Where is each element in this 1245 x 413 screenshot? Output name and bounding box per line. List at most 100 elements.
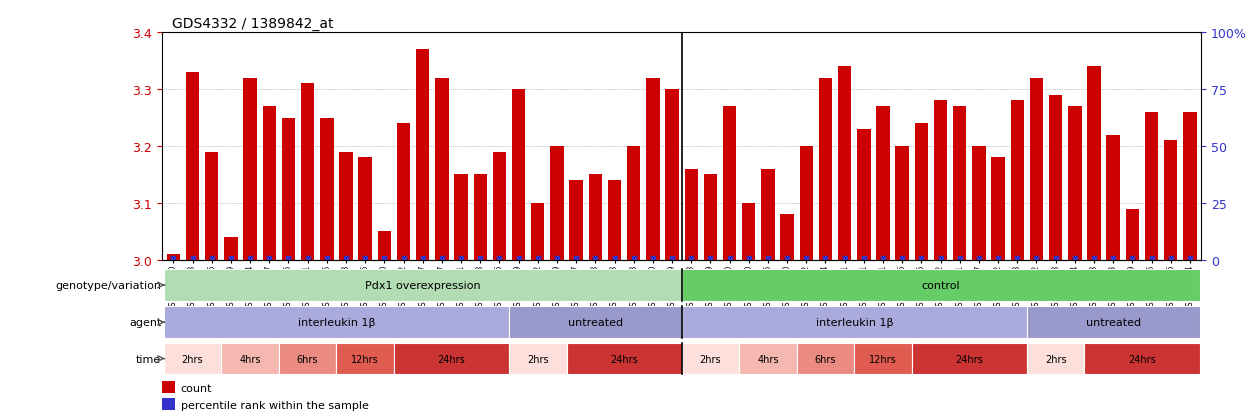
Bar (857, 130, 870, 260)
Bar (646, 78, 660, 260)
Bar (454, 175, 468, 260)
Bar (1068, 107, 1082, 260)
Text: agent: agent (129, 317, 162, 328)
Text: 4hrs: 4hrs (757, 354, 778, 364)
Bar (952, 107, 966, 260)
Bar (279, 343, 336, 375)
Bar (162, 399, 176, 410)
Bar (1030, 78, 1043, 260)
Bar (895, 147, 909, 260)
Bar (1107, 135, 1120, 260)
Bar (205, 152, 218, 260)
Bar (509, 306, 682, 338)
Bar (972, 147, 986, 260)
Bar (512, 90, 525, 260)
Text: 2hrs: 2hrs (700, 354, 721, 364)
Bar (934, 101, 947, 260)
Text: interleukin 1β: interleukin 1β (298, 317, 375, 328)
Bar (1183, 113, 1196, 260)
Text: 2hrs: 2hrs (527, 354, 549, 364)
Bar (915, 124, 928, 260)
Bar (569, 180, 583, 260)
Bar (222, 343, 279, 375)
Text: 2hrs: 2hrs (182, 354, 203, 364)
Bar (243, 78, 256, 260)
Text: Pdx1 overexpression: Pdx1 overexpression (365, 280, 481, 290)
Bar (608, 180, 621, 260)
Bar (359, 158, 372, 260)
Text: time: time (136, 354, 162, 364)
Bar (340, 152, 352, 260)
Bar (781, 215, 794, 260)
Text: 12hrs: 12hrs (869, 354, 896, 364)
Text: 24hrs: 24hrs (437, 354, 466, 364)
Bar (742, 203, 756, 260)
Bar (797, 343, 854, 375)
Bar (1145, 113, 1158, 260)
Bar (493, 152, 507, 260)
Bar (1125, 209, 1139, 260)
Bar (377, 232, 391, 260)
Bar (509, 343, 566, 375)
Bar (682, 343, 740, 375)
Bar (162, 381, 176, 393)
Bar (799, 147, 813, 260)
Bar (703, 175, 717, 260)
Text: percentile rank within the sample: percentile rank within the sample (181, 400, 369, 410)
Bar (397, 124, 411, 260)
Bar (911, 343, 1027, 375)
Text: interleukin 1β: interleukin 1β (815, 317, 893, 328)
Bar (164, 343, 222, 375)
Bar (301, 84, 314, 260)
Text: 24hrs: 24hrs (955, 354, 984, 364)
Text: 12hrs: 12hrs (351, 354, 378, 364)
Bar (1050, 95, 1062, 260)
Bar (336, 343, 393, 375)
Bar (263, 107, 276, 260)
Bar (550, 147, 564, 260)
Text: 24hrs: 24hrs (610, 354, 637, 364)
Bar (740, 343, 797, 375)
Text: untreated: untreated (568, 317, 622, 328)
Text: 4hrs: 4hrs (239, 354, 261, 364)
Bar (1087, 67, 1101, 260)
Bar (224, 237, 238, 260)
Bar (589, 175, 603, 260)
Bar (164, 269, 682, 302)
Bar (627, 147, 640, 260)
Bar (723, 107, 736, 260)
Text: 6hrs: 6hrs (296, 354, 319, 364)
Text: genotype/variation: genotype/variation (56, 280, 162, 290)
Text: GDS4332 / 1389842_at: GDS4332 / 1389842_at (172, 17, 334, 31)
Text: 6hrs: 6hrs (814, 354, 837, 364)
Bar (473, 175, 487, 260)
Bar (854, 343, 911, 375)
Bar (685, 169, 698, 260)
Bar (819, 78, 832, 260)
Bar (281, 118, 295, 260)
Bar (566, 343, 682, 375)
Bar (1164, 141, 1178, 260)
Bar (164, 306, 509, 338)
Bar (167, 254, 181, 260)
Bar (186, 73, 199, 260)
Bar (1011, 101, 1023, 260)
Bar (1027, 306, 1199, 338)
Text: untreated: untreated (1086, 317, 1140, 328)
Text: 2hrs: 2hrs (1045, 354, 1067, 364)
Bar (876, 107, 890, 260)
Bar (532, 203, 544, 260)
Bar (416, 50, 430, 260)
Bar (761, 169, 774, 260)
Text: control: control (921, 280, 960, 290)
Bar (665, 90, 679, 260)
Bar (1027, 343, 1084, 375)
Bar (991, 158, 1005, 260)
Bar (320, 118, 334, 260)
Bar (682, 306, 1027, 338)
Bar (682, 269, 1199, 302)
Text: count: count (181, 383, 212, 393)
Text: 24hrs: 24hrs (1128, 354, 1155, 364)
Bar (436, 78, 448, 260)
Bar (838, 67, 852, 260)
